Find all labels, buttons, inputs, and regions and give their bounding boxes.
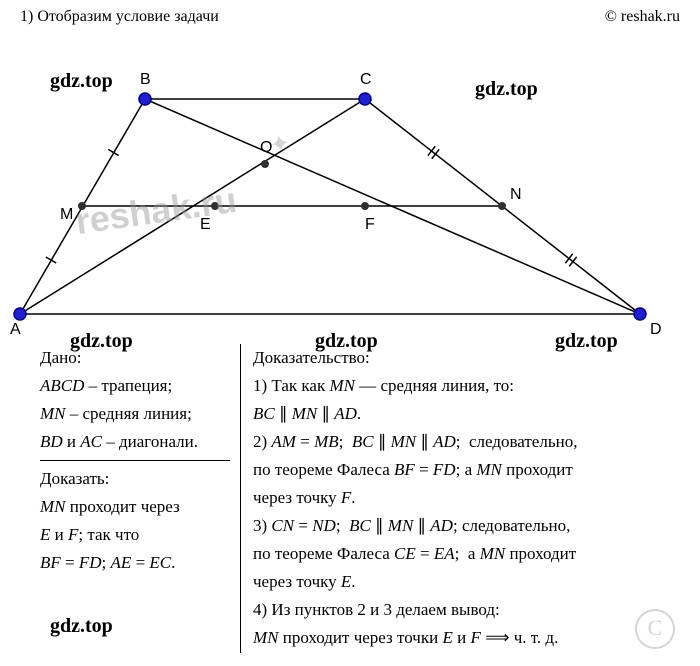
- header: 1) Отобразим условие задачи © reshak.ru: [0, 0, 700, 34]
- copyright-label: © reshak.ru: [605, 8, 680, 26]
- given-lines: ABCD – трапеция;MN – средняя линия;BD и …: [40, 372, 230, 456]
- text-line: ABCD – трапеция;: [40, 372, 230, 400]
- svg-text:D: D: [650, 321, 662, 338]
- text-line: E и F; так что: [40, 521, 230, 549]
- text-line: BD и AC – диагонали.: [40, 428, 230, 456]
- text-line: BF = FD; AE = EC.: [40, 549, 230, 577]
- text-line: BC ∥ MN ∥ AD.: [253, 400, 660, 428]
- prove-lines: MN проходит черезE и F; так чтоBF = FD; …: [40, 493, 230, 577]
- problem-statement: 1) Отобразим условие задачи: [20, 8, 219, 26]
- prove-title: Доказать:: [40, 465, 230, 493]
- given-title: Дано:: [40, 344, 230, 372]
- text-line: MN проходит через точки E и F ⟹ ч. т. д.: [253, 624, 660, 652]
- watermark-gdz: gdz.top: [50, 70, 113, 93]
- watermark-gdz: gdz.top: [475, 78, 538, 101]
- text-line: через точку F.: [253, 484, 660, 512]
- proof-section: Дано: ABCD – трапеция;MN – средняя линия…: [0, 344, 700, 653]
- watermark-gdz: gdz.top: [50, 615, 113, 638]
- watermark-gdz: gdz.top: [555, 330, 618, 353]
- proof-lines: 1) Так как MN — средняя линия, то:BC ∥ M…: [253, 372, 660, 652]
- text-line: 4) Из пунктов 2 и 3 делаем вывод:: [253, 596, 660, 624]
- text-line: 3) CN = ND; BC ∥ MN ∥ AD; следовательно,: [253, 512, 660, 540]
- svg-text:F: F: [365, 216, 375, 233]
- text-line: 1) Так как MN — средняя линия, то:: [253, 372, 660, 400]
- text-line: 2) AM = MB; BC ∥ MN ∥ AD; следовательно,: [253, 428, 660, 456]
- watermark-gdz: gdz.top: [70, 330, 133, 353]
- svg-text:A: A: [10, 321, 21, 338]
- proof-column: Доказательство: 1) Так как MN — средняя …: [240, 344, 660, 653]
- text-line: по теореме Фалеса CE = EA; а MN проходит: [253, 540, 660, 568]
- text-line: MN проходит через: [40, 493, 230, 521]
- svg-text:N: N: [510, 186, 522, 203]
- svg-text:B: B: [140, 71, 151, 88]
- svg-text:M: M: [60, 206, 73, 223]
- divider: [40, 460, 230, 461]
- given-column: Дано: ABCD – трапеция;MN – средняя линия…: [40, 344, 240, 653]
- svg-text:C: C: [360, 71, 372, 88]
- text-line: через точку E.: [253, 568, 660, 596]
- copyright-circle-icon: C: [635, 609, 675, 649]
- text-line: по теореме Фалеса BF = FD; а MN проходит: [253, 456, 660, 484]
- watermark-gdz: gdz.top: [315, 330, 378, 353]
- text-line: MN – средняя линия;: [40, 400, 230, 428]
